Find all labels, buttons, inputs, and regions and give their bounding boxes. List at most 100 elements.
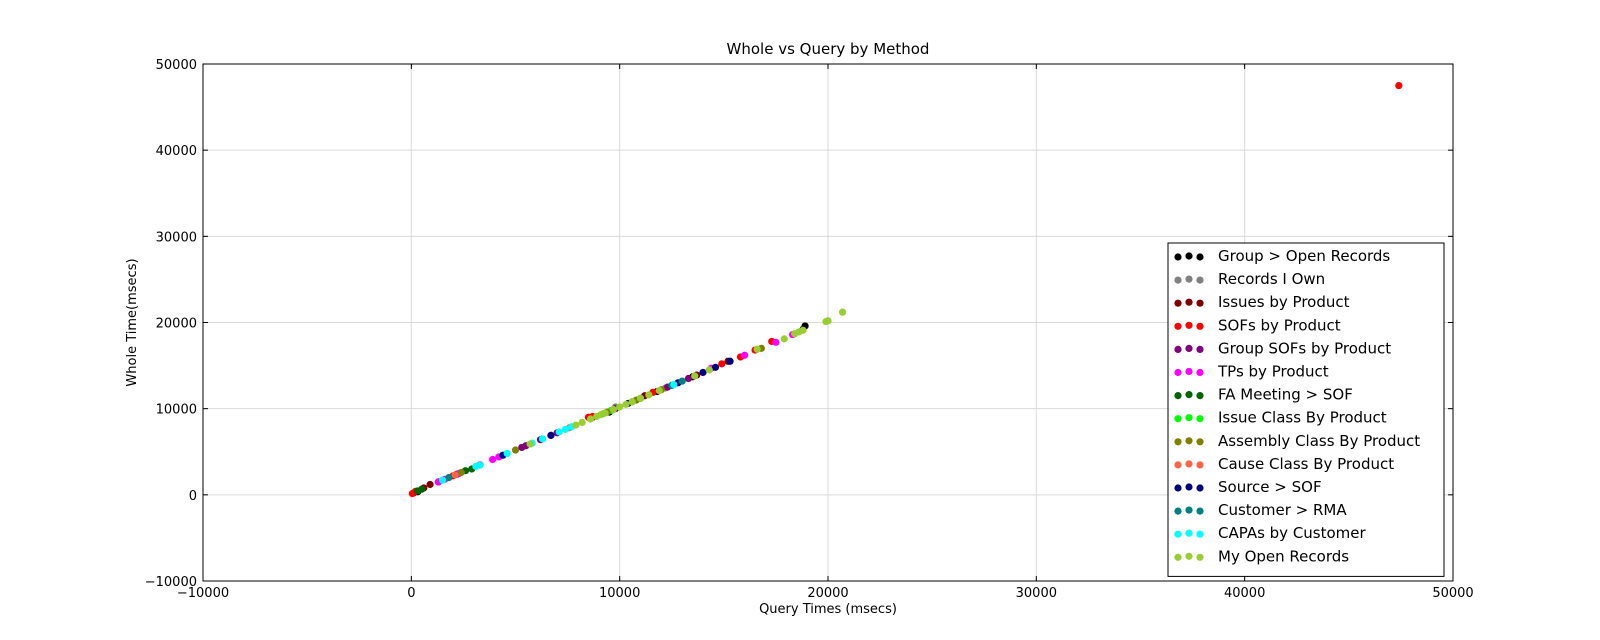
x-tick-label: 10000 xyxy=(599,586,640,601)
data-point xyxy=(572,421,580,429)
legend-label: Issues by Product xyxy=(1218,293,1350,311)
legend-marker xyxy=(1174,276,1182,284)
data-point xyxy=(705,366,713,374)
y-tick-label: 10000 xyxy=(156,403,197,418)
data-point xyxy=(438,476,447,484)
data-point xyxy=(628,398,636,406)
x-tick-label: 20000 xyxy=(807,586,848,601)
legend-marker xyxy=(1174,253,1182,261)
data-point xyxy=(838,308,847,316)
legend-marker xyxy=(1196,507,1204,515)
legend-marker xyxy=(1185,437,1193,445)
x-tick-label: 30000 xyxy=(1016,586,1057,601)
legend-marker xyxy=(1196,276,1204,284)
data-point xyxy=(616,403,624,411)
y-tick-label: 0 xyxy=(189,489,197,504)
legend-marker xyxy=(1196,322,1204,330)
legend-marker xyxy=(1196,299,1204,307)
data-point xyxy=(555,428,563,436)
data-point xyxy=(824,317,832,325)
legend: Group > Open Records Records I Own Issues … xyxy=(1167,242,1445,577)
x-tick-label: 0 xyxy=(407,586,415,601)
legend-marker xyxy=(1174,415,1182,423)
legend-label: Records I Own xyxy=(1218,270,1325,288)
legend-marker xyxy=(1196,484,1204,492)
legend-label: Group SOFs by Product xyxy=(1218,339,1391,357)
legend-marker xyxy=(1174,299,1182,307)
y-axis-label: Whole Time(msecs) xyxy=(125,258,140,386)
legend-marker xyxy=(1196,345,1204,353)
chart-title: Whole vs Query by Method xyxy=(727,40,930,58)
legend-marker xyxy=(1174,484,1182,492)
data-point xyxy=(1395,81,1403,90)
legend-marker xyxy=(1174,392,1182,400)
data-point xyxy=(718,360,726,368)
legend-marker xyxy=(1174,461,1182,469)
legend-marker xyxy=(1174,507,1182,515)
data-point xyxy=(780,335,788,343)
legend-label: My Open Records xyxy=(1218,547,1349,565)
axis-ticks: −10000 0 10000 20000 30000 40000 50000 −10000 0 1… xyxy=(145,58,1474,601)
legend-marker xyxy=(1196,392,1204,400)
legend-label: CAPAs by Customer xyxy=(1218,524,1367,542)
legend-marker xyxy=(1185,252,1193,260)
legend-marker xyxy=(1185,344,1193,352)
data-point xyxy=(622,400,630,408)
legend-label: Cause Class By Product xyxy=(1218,455,1394,473)
legend-marker xyxy=(1185,391,1193,399)
legend-marker xyxy=(1174,530,1182,538)
legend-marker xyxy=(1185,414,1193,422)
legend-marker xyxy=(1185,460,1193,468)
legend-marker xyxy=(1185,275,1193,283)
data-point xyxy=(445,474,453,482)
legend-marker xyxy=(1196,530,1204,538)
data-point xyxy=(726,357,734,365)
data-point xyxy=(476,461,484,469)
data-point xyxy=(741,351,749,359)
data-point xyxy=(561,425,570,433)
legend-label: Source > SOF xyxy=(1218,478,1322,496)
x-axis-label: Query Times (msecs) xyxy=(759,602,897,617)
data-point xyxy=(418,485,426,493)
legend-marker xyxy=(1185,298,1193,306)
data-point xyxy=(684,374,693,383)
legend-label: FA Meeting > SOF xyxy=(1218,386,1353,404)
data-point xyxy=(645,391,653,399)
y-tick-label: 20000 xyxy=(156,317,197,332)
data-point xyxy=(670,380,678,389)
legend-marker xyxy=(1185,483,1193,491)
data-point xyxy=(511,446,520,454)
legend-marker xyxy=(1174,438,1182,446)
legend-marker xyxy=(1185,529,1193,537)
legend-marker xyxy=(1196,438,1204,446)
data-point xyxy=(691,372,699,380)
data-point xyxy=(457,468,465,477)
data-point xyxy=(547,431,555,439)
legend-marker xyxy=(1185,321,1193,329)
legend-marker xyxy=(1196,253,1204,261)
y-tick-label: 30000 xyxy=(156,230,197,245)
data-point xyxy=(609,405,618,414)
data-point xyxy=(753,345,761,353)
data-point xyxy=(601,409,609,417)
data-point xyxy=(488,455,497,464)
data-points xyxy=(408,81,1403,498)
y-tick-label: 50000 xyxy=(156,58,197,73)
legend-marker xyxy=(1185,367,1193,376)
legend-marker xyxy=(1174,553,1182,561)
x-tick-label: 40000 xyxy=(1224,586,1265,601)
legend-marker xyxy=(1185,552,1193,560)
data-point xyxy=(799,326,807,334)
legend-marker xyxy=(1174,368,1182,377)
legend-label: Assembly Class By Product xyxy=(1218,432,1420,450)
legend-label: Customer > RMA xyxy=(1218,501,1347,519)
legend-label: Issue Class By Product xyxy=(1218,409,1387,427)
y-tick-label: −10000 xyxy=(145,575,197,590)
data-point xyxy=(426,480,434,489)
y-tick-label: 40000 xyxy=(156,144,197,159)
data-point xyxy=(586,415,595,423)
legend-box xyxy=(1167,242,1445,577)
legend-marker xyxy=(1196,553,1204,561)
data-point xyxy=(699,368,707,377)
